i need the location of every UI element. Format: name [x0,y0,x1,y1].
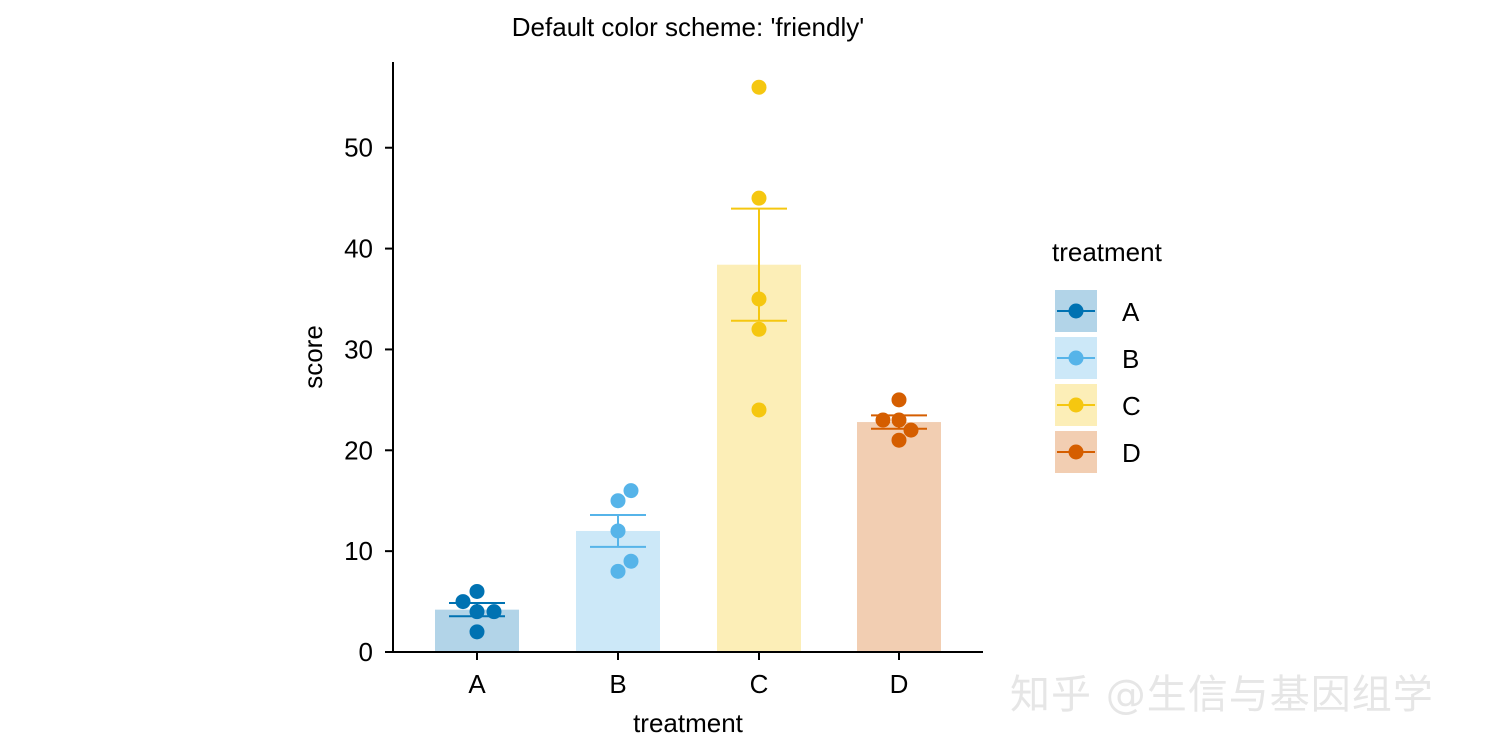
y-tick-label: 10 [344,536,373,566]
y-tick-label: 0 [359,637,373,667]
data-point-A [469,604,485,620]
x-tick-label-A: A [468,669,486,699]
legend-title: treatment [1052,237,1163,267]
data-point-B [610,493,626,509]
x-tick-label-B: B [609,669,626,699]
chart-title: Default color scheme: 'friendly' [512,12,864,42]
data-point-C [751,190,767,206]
y-tick-label: 30 [344,334,373,364]
y-tick-label: 20 [344,435,373,465]
data-point-D [903,422,919,438]
data-point-C [751,321,767,337]
axes [392,62,983,653]
bar-B [576,530,660,652]
data-point-D [891,432,907,448]
data-point-A [469,624,485,640]
data-point-C [751,291,767,307]
legend-entry-C: C [1055,384,1141,426]
data-point-D [875,412,891,428]
data-point-B [623,483,639,499]
legend-label-A: A [1122,297,1140,327]
data-point-B [623,553,639,569]
data-point-D [891,392,907,408]
data-point-D [891,412,907,428]
x-axis-label: treatment [633,708,744,738]
x-tick-label-D: D [890,669,909,699]
legend-entry-D: D [1055,431,1141,473]
data-point-A [469,583,485,599]
watermark: 知乎 @生信与基因组学 [1010,672,1434,718]
data-point-B [610,563,626,579]
x-tick-label-C: C [750,669,769,699]
data-point-C [751,402,767,418]
data-point-A [455,594,471,610]
data-point-C [751,79,767,95]
legend-label-B: B [1122,344,1139,374]
legend-entry-A: A [1055,290,1140,332]
y-tick-label: 50 [344,133,373,163]
data-point-A [486,604,502,620]
legend-label-D: D [1122,438,1141,468]
data-point-B [610,523,626,539]
y-tick-label: 40 [344,234,373,264]
y-axis-label: score [298,325,328,389]
legend-label-C: C [1122,391,1141,421]
legend-entry-B: B [1055,337,1139,379]
bar-D [857,422,941,652]
